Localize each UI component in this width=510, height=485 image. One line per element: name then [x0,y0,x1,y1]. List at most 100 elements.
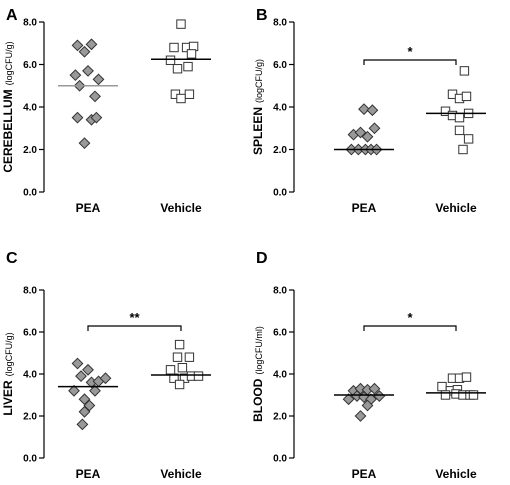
y-axis-label-name: SPLEEN [251,107,265,155]
data-point-square [174,379,185,390]
panel-a: A 0.0 2.0 4.0 6.0 8.0 CEREBELLUM (logCFU/g) PEA V… [1,7,211,215]
data-point-diamond [78,393,91,406]
x-category-label: PEA [352,201,377,215]
data-point-square [461,372,472,382]
y-tick-label: 4.0 [273,103,287,114]
y-tick-label: 6.0 [273,60,287,71]
significance-label: ** [129,310,140,325]
data-point-diamond [99,372,112,385]
significance-bracket [363,325,457,331]
y-axis-label-unit: (logCFU/g) [254,59,264,103]
y-tick-label: 0.0 [273,454,287,465]
panel-letter: D [256,250,268,267]
data-point-diamond [90,111,103,124]
data-point-diamond [354,410,367,422]
x-category-label: PEA [352,467,377,481]
data-point-square [183,61,193,72]
data-point-square [176,19,186,29]
y-tick-label: 8.0 [23,286,37,297]
y-axis-label-unit: (logCFU/g) [4,332,14,376]
data-point-square [174,339,185,350]
data-point-diamond [71,39,84,52]
data-point-diamond [368,122,381,135]
data-point-diamond [83,399,96,412]
y-axis-label: CEREBELLUM (logCFU/g) [1,41,15,172]
y-tick-label: 8.0 [273,18,287,29]
panel-letter: B [256,7,268,24]
data-point-diamond [78,137,91,150]
y-tick-label: 8.0 [273,286,287,297]
x-category-label: PEA [76,201,101,215]
y-tick-label: 6.0 [23,328,37,339]
data-point-diamond [71,357,84,370]
significance-label: * [407,44,413,59]
data-point-diamond [82,64,94,77]
panel-letter: A [6,7,18,24]
data-point-diamond [85,38,98,51]
data-point-square [193,371,204,381]
x-category-label: PEA [76,467,101,481]
y-tick-label: 4.0 [273,370,287,381]
data-point-square [165,55,176,65]
y-tick-label: 6.0 [23,60,37,71]
data-point-diamond [358,103,370,116]
y-axis-label-name: LIVER [1,380,15,416]
y-axis-label: BLOOD (logCFU/ml) [251,326,265,422]
data-point-square [468,390,479,400]
y-tick-label: 0.0 [273,188,287,199]
data-point-square [437,381,447,392]
data-point-diamond [78,45,91,58]
data-point-diamond [82,363,94,376]
y-axis-label-unit: (logCFU/ml) [254,326,264,375]
data-point-diamond [366,104,379,117]
data-point-square [172,64,183,74]
y-axis-label-unit: (logCFU/g) [4,41,14,85]
data-point-square [169,373,179,383]
data-point-diamond [92,73,105,86]
y-axis-label: SPLEEN (logCFU/g) [251,59,265,155]
significance-bracket [87,325,182,331]
data-point-square [461,91,472,102]
data-point-diamond [354,126,367,139]
data-point-diamond [78,405,91,418]
data-point-diamond [69,69,82,82]
significance-label: * [407,310,413,325]
x-category-label: Vehicle [435,201,477,215]
x-category-label: Vehicle [160,201,202,215]
y-axis-label: LIVER (logCFU/g) [1,332,15,415]
data-point-diamond [76,418,89,431]
y-axis-label-name: BLOOD [251,378,265,422]
y-tick-label: 2.0 [23,412,37,423]
y-tick-label: 2.0 [23,145,37,156]
data-point-square [165,365,176,375]
data-point-diamond [342,393,355,406]
y-axis-label-name: CEREBELLUM [1,89,15,172]
data-point-square [172,352,183,362]
y-tick-label: 0.0 [23,188,37,199]
y-tick-label: 2.0 [273,412,287,423]
data-point-square [458,144,468,155]
panel-b: B 0.0 2.0 4.0 6.0 8.0 SPLEEN (logCFU/g) PEA Vehic… [251,7,486,215]
data-point-square [184,352,195,362]
data-point-diamond [361,130,374,143]
y-tick-label: 4.0 [23,370,37,381]
y-tick-label: 6.0 [273,328,287,339]
data-point-square [176,93,186,104]
data-point-square [177,363,188,373]
significance-bracket [363,59,457,65]
data-point-square [186,49,197,59]
y-tick-label: 8.0 [23,18,37,29]
data-point-diamond [89,90,101,103]
panel-d: D 0.0 2.0 4.0 6.0 8.0 BLOOD (logCFU/ml) PEA Vehic… [251,250,486,481]
data-point-square [184,89,195,99]
x-category-label: Vehicle [160,467,202,481]
y-tick-label: 2.0 [273,145,287,156]
data-point-square [454,125,465,136]
data-point-diamond [89,384,101,397]
data-point-square [459,66,470,76]
panel-c: C 0.0 2.0 4.0 6.0 8.0 LIVER (logCFU/g) PEA Vehicl… [1,250,211,481]
data-point-diamond [75,370,87,383]
data-point-diamond [71,111,84,124]
data-point-square [463,134,474,144]
